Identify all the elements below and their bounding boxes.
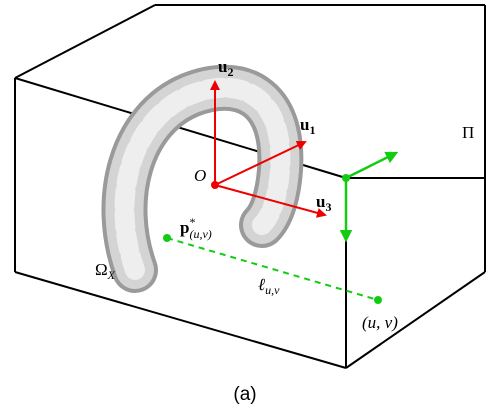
label: u: [300, 115, 309, 134]
label-surface: ΩX: [95, 260, 116, 282]
label: 2: [227, 65, 233, 79]
label: (u,v): [189, 227, 211, 241]
label: 1: [309, 123, 315, 137]
label: u,v: [265, 283, 280, 297]
label: u: [316, 192, 325, 211]
caption: (a): [233, 384, 256, 405]
label: X: [107, 268, 116, 282]
label-u3: u3: [316, 192, 331, 214]
bounding-box: [14, 4, 486, 369]
label: 3: [325, 200, 331, 214]
label: p: [180, 218, 189, 237]
axes: [210, 80, 327, 218]
label: ℓ: [258, 275, 265, 294]
label: Ω: [95, 260, 108, 279]
label: u: [218, 57, 227, 76]
label-plane: Π: [462, 123, 474, 142]
label-origin: O: [194, 166, 206, 185]
label-point: p* (u,v): [180, 215, 212, 241]
dental-arch: [101, 64, 304, 293]
label-pixel: (u, v): [362, 313, 398, 332]
label: *: [189, 215, 195, 229]
label-u1: u1: [300, 115, 315, 137]
label-u2: u2: [218, 57, 233, 79]
plane-frame: [339, 151, 399, 243]
label-ray: ℓu,v: [258, 275, 280, 297]
ray: [163, 234, 382, 304]
